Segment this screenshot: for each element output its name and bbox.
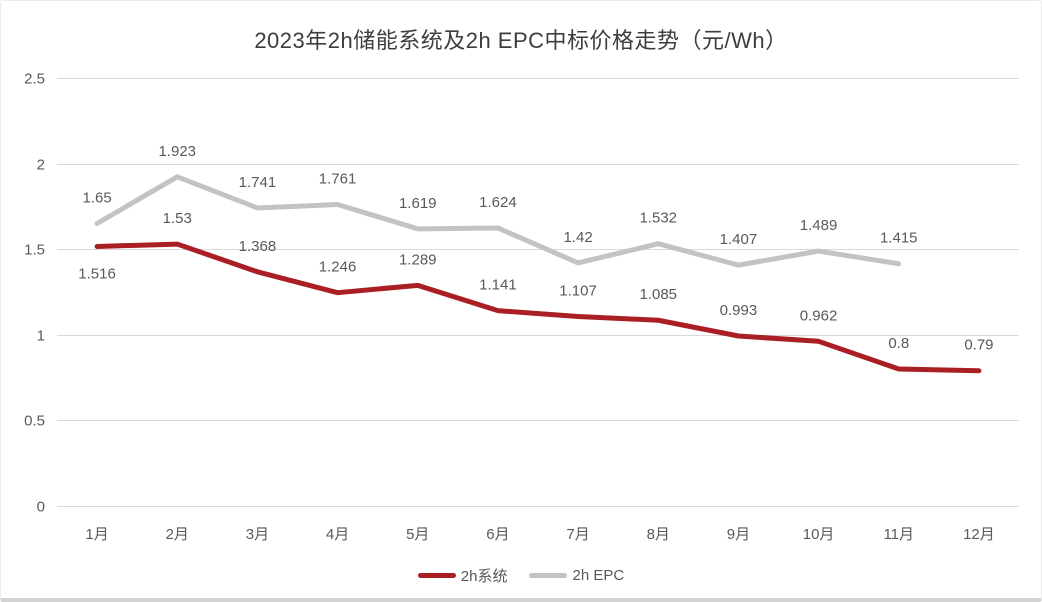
series-line-epc-series (94, 174, 902, 268)
x-axis-tick-label: 11月 (883, 526, 914, 543)
data-label-system-series: 1.516 (78, 265, 116, 282)
data-label-epc-series: 1.619 (399, 195, 437, 212)
data-label-epc-series: 1.489 (800, 217, 838, 234)
x-axis-tick-label: 1月 (85, 526, 108, 543)
x-axis-tick-label: 4月 (326, 526, 349, 543)
data-label-system-series: 1.289 (399, 251, 437, 268)
chart-title: 2023年2h储能系统及2h EPC中标价格走势（元/Wh） (254, 28, 788, 53)
data-label-epc-series: 1.42 (563, 229, 592, 246)
data-label-system-series: 1.53 (163, 210, 192, 227)
chart-legend: 2h系统 2h EPC (1, 565, 1041, 586)
x-axis-tick-label: 9月 (727, 526, 750, 543)
x-axis-tick-label: 3月 (246, 526, 269, 543)
data-label-epc-series: 1.65 (82, 189, 111, 206)
legend-item-system-series: 2h系统 (417, 565, 508, 586)
legend-label-system-series: 2h系统 (460, 568, 508, 585)
legend-label-epc-series: 2h EPC (572, 567, 625, 584)
data-label-system-series: 0.962 (800, 307, 838, 324)
y-axis-tick-label: 0.5 (24, 412, 45, 429)
data-label-epc-series: 1.407 (720, 231, 758, 248)
y-axis-tick-label: 1 (37, 327, 45, 344)
data-label-system-series: 1.107 (559, 282, 597, 299)
data-label-epc-series: 1.532 (639, 210, 677, 227)
data-label-system-series: 0.993 (720, 302, 758, 319)
data-label-system-series: 1.368 (239, 238, 277, 255)
x-axis-tick-label: 10月 (803, 526, 835, 543)
x-axis-tick-label: 2月 (166, 526, 189, 543)
y-axis-tick-label: 2.5 (24, 70, 45, 87)
legend-item-epc-series: 2h EPC (529, 567, 624, 584)
x-axis-tick-label: 5月 (406, 526, 429, 543)
data-label-system-series: 0.79 (964, 337, 993, 354)
data-label-system-series: 0.8 (888, 335, 909, 352)
data-label-epc-series: 1.415 (880, 230, 918, 247)
data-label-epc-series: 1.761 (319, 170, 357, 187)
x-axis-tick-label: 6月 (486, 526, 509, 543)
y-axis-tick-label: 0 (37, 498, 45, 515)
y-axis-tick-label: 1.5 (24, 241, 45, 258)
data-label-system-series: 1.085 (639, 286, 677, 303)
x-axis-tick-label: 12月 (963, 526, 995, 543)
x-axis-tick-label: 8月 (647, 526, 670, 543)
series-line-system-series (94, 241, 982, 374)
x-axis-tick-label: 7月 (566, 526, 589, 543)
legend-swatch-system-series (417, 573, 456, 578)
data-label-epc-series: 1.923 (158, 143, 196, 160)
y-axis-tick-label: 2 (37, 156, 45, 173)
data-label-epc-series: 1.741 (239, 174, 277, 191)
data-label-system-series: 1.246 (319, 259, 357, 276)
data-label-epc-series: 1.624 (479, 194, 517, 211)
legend-swatch-epc-series (529, 573, 568, 578)
data-label-system-series: 1.141 (479, 277, 517, 294)
